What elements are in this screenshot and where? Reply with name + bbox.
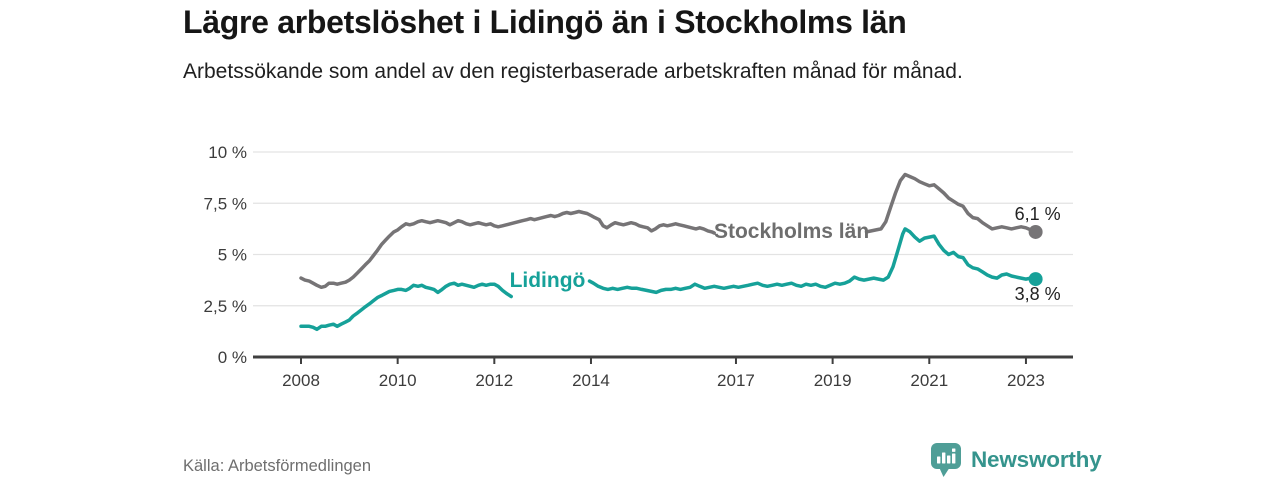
series-label-lidingo: Lidingö bbox=[510, 269, 586, 292]
y-tick-label: 2,5 % bbox=[204, 297, 247, 316]
x-tick-label: 2014 bbox=[572, 371, 610, 390]
series-line-lidingo bbox=[299, 281, 513, 332]
y-tick-label: 0 % bbox=[218, 348, 247, 367]
newsworthy-brand: Newsworthy bbox=[930, 442, 1102, 478]
brand-name: Newsworthy bbox=[971, 447, 1102, 472]
source-note: Källa: Arbetsförmedlingen bbox=[183, 457, 372, 475]
series-label-stockholms-lan: Stockholms län bbox=[714, 220, 869, 243]
series-line-lidingo bbox=[587, 227, 1038, 295]
end-value-label-stockholms-lan: 6,1 % bbox=[1015, 204, 1061, 224]
y-tick-label: 5 % bbox=[218, 246, 247, 265]
y-tick-label: 10 % bbox=[208, 143, 247, 162]
y-tick-label: 7,5 % bbox=[204, 194, 247, 213]
x-tick-label: 2017 bbox=[717, 371, 755, 390]
x-tick-label: 2019 bbox=[814, 371, 852, 390]
x-tick-label: 2021 bbox=[910, 371, 948, 390]
chart-title: Lägre arbetslöshet i Lidingö än i Stockh… bbox=[183, 4, 907, 40]
chart-subtitle: Arbetssökande som andel av den registerb… bbox=[183, 60, 963, 83]
x-tick-label: 2023 bbox=[1007, 371, 1045, 390]
end-value-label-lidingo: 3,8 % bbox=[1015, 284, 1061, 304]
series-end-dot-stockholms-lan bbox=[1028, 224, 1043, 239]
x-tick-label: 2008 bbox=[282, 371, 320, 390]
newsworthy-logo-icon bbox=[931, 443, 961, 477]
series-line-stockholms-lan bbox=[299, 209, 716, 290]
series-end-dot-lidingo bbox=[1028, 272, 1043, 287]
x-tick-label: 2012 bbox=[475, 371, 513, 390]
x-tick-label: 2010 bbox=[379, 371, 417, 390]
series-line-stockholms-lan bbox=[864, 172, 1038, 234]
